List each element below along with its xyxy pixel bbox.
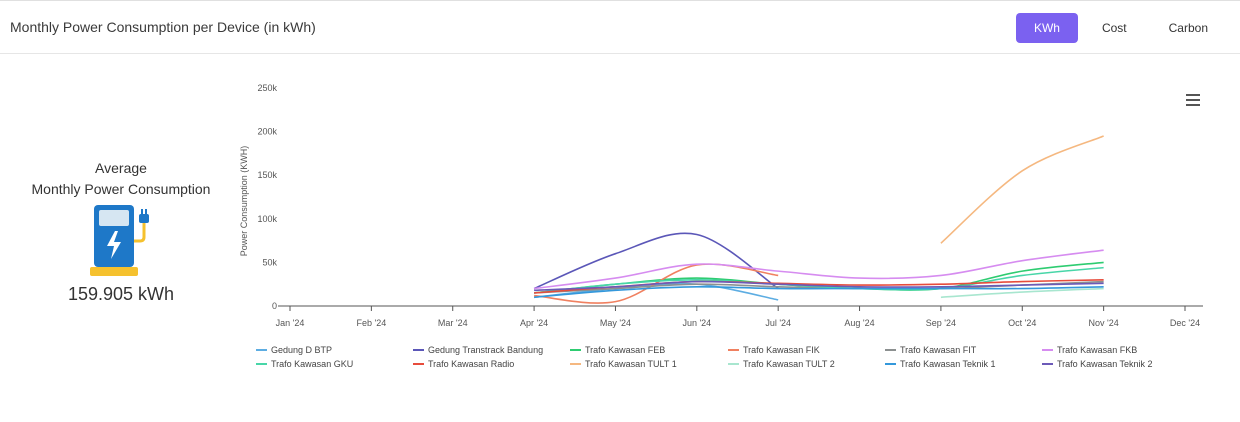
series-line-trafo-kawasan-fik <box>534 263 779 304</box>
y-tick-label: 0 <box>272 301 277 311</box>
x-tick-label: Sep '24 <box>926 318 956 328</box>
x-tick-label: Aug '24 <box>844 318 874 328</box>
x-tick-label: Mar '24 <box>438 318 468 328</box>
series-line-trafo-kawasan-gku <box>534 266 1104 294</box>
ev-charger-icon <box>88 205 154 282</box>
y-tick-label: 50k <box>262 257 277 267</box>
legend-label: Gedung Transtrack Bandung <box>428 345 543 355</box>
series-line-trafo-kawasan-teknik-2 <box>534 280 1104 292</box>
legend-label: Trafo Kawasan FEB <box>585 345 665 355</box>
series-line-trafo-kawasan-tult-2 <box>940 287 1104 299</box>
legend-label: Trafo Kawasan GKU <box>271 359 353 369</box>
series-line-gedung-transtrack-bandung <box>533 232 779 290</box>
x-tick-label: Nov '24 <box>1089 318 1119 328</box>
chart-header: Monthly Power Consumption per Device (in… <box>0 0 1240 54</box>
summary-value: 159.905 kWh <box>67 284 175 304</box>
tab-cost[interactable]: Cost <box>1101 21 1127 35</box>
series-line-trafo-kawasan-feb <box>534 261 1104 294</box>
x-tick-label: Jul '24 <box>765 318 791 328</box>
legend-label: Gedung D BTP <box>271 345 332 355</box>
x-tick-label: Apr '24 <box>520 318 548 328</box>
legend-label: Trafo Kawasan Radio <box>428 359 514 369</box>
unit-tabs: KWh Cost Carbon <box>1015 13 1226 43</box>
legend-label: Trafo Kawasan Teknik 2 <box>1057 359 1153 369</box>
legend-label: Trafo Kawasan FIK <box>743 345 820 355</box>
x-tick-label: Feb '24 <box>356 318 386 328</box>
x-tick-label: Jun '24 <box>682 318 711 328</box>
chart-menu-icon[interactable] <box>1186 93 1200 111</box>
x-tick-label: Jan '24 <box>276 318 305 328</box>
series-line-trafo-kawasan-fkb <box>533 249 1104 290</box>
legend-label: Trafo Kawasan TULT 2 <box>743 359 835 369</box>
y-tick-label: 200k <box>257 127 277 137</box>
summary-title-line2: Monthly Power Consumption <box>31 181 211 197</box>
tab-kwh[interactable]: KWh <box>1015 13 1078 43</box>
x-tick-label: May '24 <box>600 318 631 328</box>
series-line-gedung-d-btp <box>534 282 779 301</box>
series-line-trafo-kawasan-radio <box>534 279 1104 294</box>
y-tick-label: 250k <box>257 83 277 93</box>
series-line-trafo-kawasan-fit <box>534 280 1104 294</box>
tab-carbon[interactable]: Carbon <box>1168 21 1208 35</box>
y-tick-label: 100k <box>257 214 277 224</box>
legend-label: Trafo Kawasan FKB <box>1057 345 1137 355</box>
legend-label: Trafo Kawasan FIT <box>900 345 977 355</box>
page-title: Monthly Power Consumption per Device (in… <box>10 19 316 35</box>
average-summary: Average Monthly Power Consumption 159.90… <box>0 158 242 305</box>
legend-label: Trafo Kawasan TULT 1 <box>585 359 677 369</box>
x-tick-label: Dec '24 <box>1170 318 1200 328</box>
series-line-trafo-kawasan-tult-1 <box>940 135 1104 244</box>
series-line-trafo-kawasan-teknik-1 <box>534 285 1104 299</box>
legend-label: Trafo Kawasan Teknik 1 <box>900 359 996 369</box>
y-tick-label: 150k <box>257 170 277 180</box>
summary-title-line1: Average <box>95 160 147 176</box>
x-tick-label: Oct '24 <box>1008 318 1036 328</box>
